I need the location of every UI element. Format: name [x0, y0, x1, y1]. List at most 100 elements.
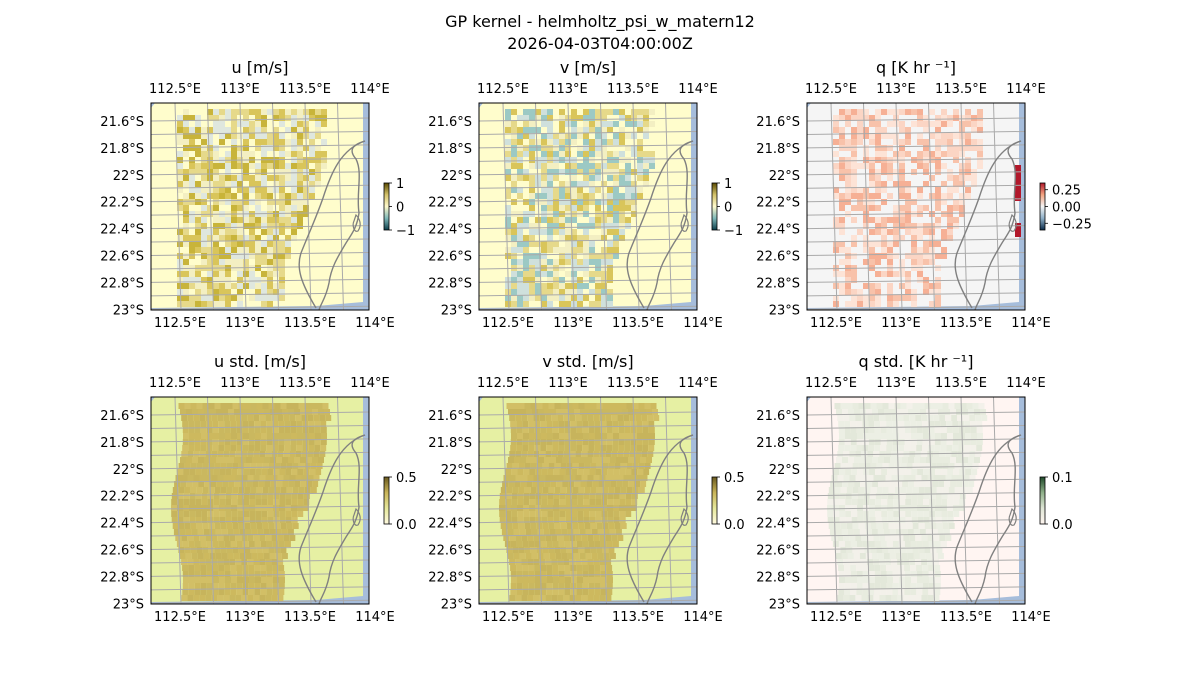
colorbar-bar [1039, 182, 1046, 231]
lon-tick-label-top: 113°E [220, 376, 260, 391]
lon-tick-label-top: 112.5°E [477, 82, 529, 97]
lon-tick-label-top: 112.5°E [477, 376, 529, 391]
lon-tick-label-bottom: 113.5°E [612, 316, 664, 331]
lon-tick-label-top: 113°E [876, 82, 916, 97]
lon-tick-label-top: 113.5°E [279, 376, 331, 391]
axes-frame [150, 396, 370, 605]
lat-tick-label: 22.8°S [428, 276, 472, 291]
colorbar-bar [383, 476, 390, 525]
colorbar-u_std: 0.5 0.0 [383, 471, 417, 533]
lon-tick-label-top: 113.5°E [607, 376, 659, 391]
lat-tick-label: 22.2°S [756, 196, 800, 211]
lon-tick-label-bottom: 113°E [881, 316, 921, 331]
lon-tick-label-bottom: 113°E [553, 316, 593, 331]
lon-tick-label-bottom: 112.5°E [810, 316, 862, 331]
colorbar-u: 1 0 −1 [383, 177, 415, 239]
map-panel-q: q [K hr ⁻¹] 112.5°E 112.5°E 113°E 113°E 113.5… [756, 58, 1092, 331]
colorbar-bar [383, 182, 390, 231]
lon-tick-label-top: 113°E [220, 82, 260, 97]
lat-tick-label: 22.2°S [100, 196, 144, 211]
lon-tick-label-bottom: 114°E [683, 316, 723, 331]
panel-title: v [m/s] [560, 58, 616, 77]
lon-tick-label-top: 114°E [1006, 82, 1046, 97]
lat-tick-label: 22.4°S [756, 223, 800, 238]
island [680, 507, 689, 526]
lat-tick-label: 22°S [441, 463, 472, 478]
coastline [646, 434, 694, 604]
lat-tick-label: 22.4°S [756, 517, 800, 532]
lat-tick-label: 21.8°S [100, 436, 144, 451]
colorbar-q_std: 0.1 0.0 [1039, 471, 1073, 533]
lon-tick-label-top: 112.5°E [149, 376, 201, 391]
lat-tick-label: 23°S [441, 303, 472, 318]
lon-tick-label-bottom: 113.5°E [612, 610, 664, 625]
lat-tick-label: 22°S [769, 463, 800, 478]
hot-band [1015, 223, 1021, 237]
island [1008, 213, 1017, 232]
lon-tick-label-top: 113°E [876, 376, 916, 391]
coastline [974, 140, 1022, 310]
lon-tick-label-top: 112.5°E [805, 376, 857, 391]
lon-tick-label-top: 114°E [350, 82, 390, 97]
colorbar-tick-label: 0 [396, 201, 404, 216]
lon-tick-label-top: 113.5°E [935, 82, 987, 97]
figure-subtitle: 2026-04-03T04:00:00Z [507, 34, 693, 53]
coastline-inner [626, 434, 694, 603]
coastline [974, 434, 1022, 604]
lat-tick-label: 21.6°S [756, 115, 800, 130]
colorbar-bar [1039, 476, 1046, 525]
colorbar-tick-label: 0.5 [396, 471, 417, 486]
coastline [318, 434, 366, 604]
colorbar-bar [711, 182, 718, 231]
lat-tick-label: 22.6°S [100, 544, 144, 559]
lon-tick-label-top: 113°E [548, 82, 588, 97]
lon-tick-label-bottom: 114°E [1011, 316, 1051, 331]
hot-band [1015, 165, 1021, 201]
colorbar-tick-label: 1 [724, 177, 732, 192]
lon-tick-label-top: 113.5°E [279, 82, 331, 97]
gridlines [479, 397, 697, 604]
lon-tick-label-bottom: 113°E [553, 610, 593, 625]
figure-title: GP kernel - helmholtz_psi_w_matern12 [445, 12, 755, 31]
island [1008, 507, 1017, 526]
lon-tick-label-bottom: 113.5°E [940, 316, 992, 331]
coastline-inner [954, 140, 1022, 309]
lat-tick-label: 22.6°S [100, 250, 144, 265]
colorbar-tick-label: 0.00 [1052, 201, 1081, 216]
coastline-inner [954, 434, 1022, 603]
colorbar-tick-label: −1 [724, 224, 743, 239]
lat-tick-label: 21.8°S [756, 436, 800, 451]
lat-tick-label: 22°S [113, 463, 144, 478]
lat-tick-label: 22.4°S [100, 517, 144, 532]
lat-tick-label: 21.8°S [756, 142, 800, 157]
lon-tick-label-bottom: 113.5°E [284, 610, 336, 625]
colorbar-tick-label: −1 [396, 224, 415, 239]
gridlines [479, 103, 697, 310]
axes-frame [150, 102, 370, 311]
island [680, 213, 689, 232]
lat-tick-label: 22°S [769, 169, 800, 184]
colorbar-tick-label: 0.5 [724, 471, 745, 486]
lat-tick-label: 22.6°S [756, 250, 800, 265]
lon-tick-label-top: 113.5°E [935, 376, 987, 391]
lat-tick-label: 21.6°S [100, 115, 144, 130]
panel-title: q std. [K hr ⁻¹] [859, 352, 974, 371]
lon-tick-label-top: 113°E [548, 376, 588, 391]
lat-tick-label: 23°S [113, 597, 144, 612]
lat-tick-label: 21.8°S [100, 142, 144, 157]
coastline-inner [298, 434, 366, 603]
map-panel-q_std: q std. [K hr ⁻¹]112.5°E112.5°E113°E113°E… [756, 352, 1072, 625]
axes-frame [806, 396, 1026, 605]
axes-frame [478, 102, 698, 311]
lat-tick-label: 22.4°S [100, 223, 144, 238]
map-area-q [807, 103, 1025, 310]
coastline-inner [298, 140, 366, 309]
lon-tick-label-top: 113.5°E [607, 82, 659, 97]
lat-tick-label: 21.6°S [100, 409, 144, 424]
lat-tick-label: 23°S [113, 303, 144, 318]
lat-tick-label: 22.2°S [428, 196, 472, 211]
lat-tick-label: 22.2°S [100, 490, 144, 505]
lat-tick-label: 22.8°S [756, 276, 800, 291]
lon-tick-label-bottom: 112.5°E [810, 610, 862, 625]
